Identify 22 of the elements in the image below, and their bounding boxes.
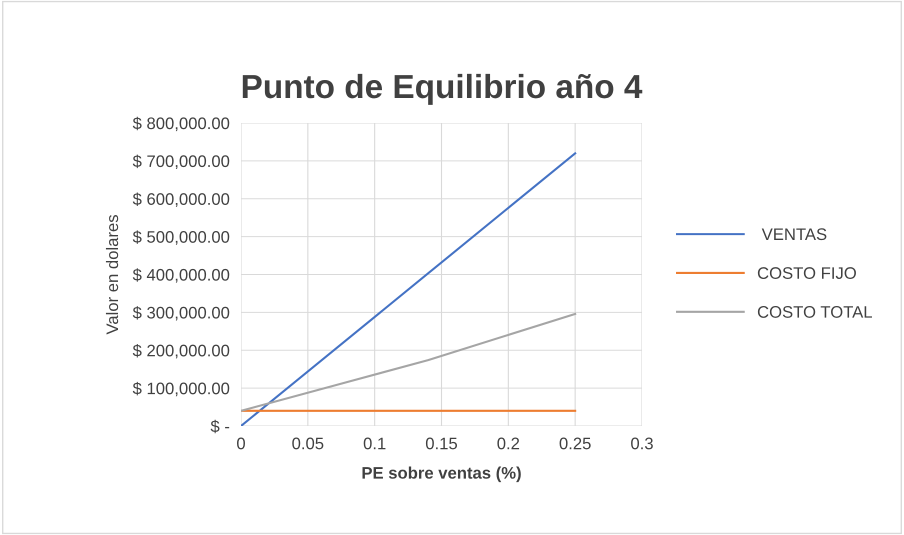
x-axis-title: PE sobre ventas (%): [362, 466, 521, 482]
x-tick-label: 0: [237, 438, 245, 450]
chart-title: Punto de Equilibrio año 4: [242, 74, 642, 105]
x-tick-label: 0.25: [560, 438, 591, 450]
x-tick-label: 0.05: [292, 438, 324, 450]
y-tick-label: $ 700,000.00: [132, 154, 230, 170]
y-tick-label: $ 200,000.00: [132, 344, 230, 358]
y-tick-label: $ 400,000.00: [132, 268, 230, 283]
y-tick-label: $ 600,000.00: [132, 192, 230, 207]
y-tick-label: $ -: [210, 420, 230, 434]
x-tick-label: 0.2: [497, 438, 520, 450]
y-axis-title: Valor en dolares: [106, 215, 118, 334]
y-tick-label: $ 300,000.00: [132, 306, 230, 321]
x-tick-label: 0.15: [426, 438, 458, 450]
y-tick-label: $ 800,000.00: [132, 116, 230, 132]
x-tick-label: 0.1: [364, 438, 386, 450]
legend-label: COSTO TOTAL: [758, 306, 872, 318]
x-tick-label: 0.3: [631, 438, 653, 450]
legend-label: VENTAS: [762, 228, 826, 240]
y-tick-label: $ 500,000.00: [132, 230, 230, 245]
legend-label: COSTO FIJO: [758, 267, 856, 279]
y-tick-label: $ 100,000.00: [132, 382, 230, 396]
